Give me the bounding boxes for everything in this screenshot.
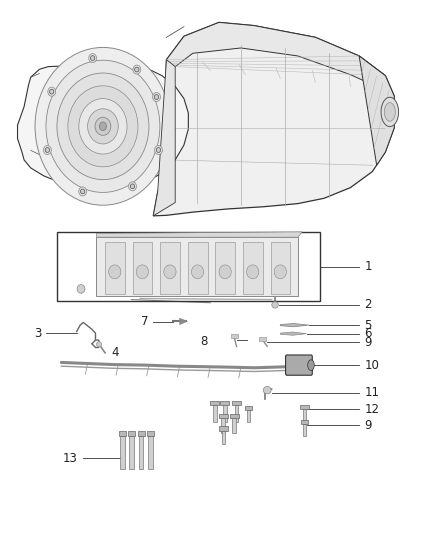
Text: 4: 4 bbox=[112, 346, 119, 359]
Text: 3: 3 bbox=[34, 327, 42, 340]
Polygon shape bbox=[153, 60, 175, 216]
Bar bbox=[105, 242, 125, 294]
Text: 8: 8 bbox=[201, 335, 208, 348]
Bar bbox=[232, 401, 241, 405]
Text: 12: 12 bbox=[364, 403, 379, 416]
Bar bbox=[271, 242, 290, 294]
Ellipse shape bbox=[96, 342, 102, 347]
Bar bbox=[231, 334, 238, 338]
Bar bbox=[247, 410, 251, 422]
Ellipse shape bbox=[43, 146, 51, 155]
Bar bbox=[129, 436, 134, 469]
Bar bbox=[222, 431, 225, 444]
Bar bbox=[139, 436, 143, 469]
Ellipse shape bbox=[88, 109, 118, 144]
Ellipse shape bbox=[156, 148, 161, 152]
Polygon shape bbox=[280, 332, 307, 335]
Bar bbox=[259, 337, 266, 341]
Bar bbox=[303, 424, 306, 436]
Ellipse shape bbox=[46, 60, 160, 192]
Bar bbox=[138, 431, 145, 436]
Bar bbox=[119, 431, 126, 436]
Bar bbox=[210, 401, 219, 405]
Bar bbox=[220, 401, 230, 405]
Bar bbox=[128, 431, 135, 436]
Ellipse shape bbox=[129, 182, 137, 191]
Bar bbox=[160, 242, 180, 294]
Bar bbox=[133, 242, 152, 294]
Bar bbox=[147, 431, 154, 436]
Ellipse shape bbox=[381, 97, 399, 127]
Ellipse shape bbox=[263, 386, 271, 394]
Ellipse shape bbox=[131, 184, 135, 189]
Ellipse shape bbox=[35, 47, 171, 205]
Bar bbox=[120, 436, 125, 469]
Ellipse shape bbox=[81, 189, 85, 194]
Ellipse shape bbox=[57, 73, 149, 180]
Ellipse shape bbox=[48, 87, 56, 96]
Text: 10: 10 bbox=[364, 359, 379, 372]
Bar bbox=[148, 436, 153, 469]
Ellipse shape bbox=[154, 95, 159, 100]
Ellipse shape bbox=[89, 53, 97, 62]
Text: 11: 11 bbox=[364, 386, 379, 399]
Text: 13: 13 bbox=[63, 452, 78, 465]
Text: 7: 7 bbox=[141, 315, 149, 328]
Polygon shape bbox=[96, 232, 302, 237]
Ellipse shape bbox=[155, 146, 162, 155]
Text: 1: 1 bbox=[364, 260, 372, 273]
Ellipse shape bbox=[136, 265, 148, 279]
Bar bbox=[219, 426, 228, 431]
Text: 9: 9 bbox=[364, 336, 372, 349]
Bar bbox=[243, 242, 263, 294]
Ellipse shape bbox=[152, 93, 160, 102]
Bar bbox=[188, 242, 208, 294]
Ellipse shape bbox=[49, 90, 54, 94]
Ellipse shape bbox=[307, 360, 314, 370]
Ellipse shape bbox=[99, 122, 106, 131]
Polygon shape bbox=[166, 22, 385, 91]
Ellipse shape bbox=[247, 265, 259, 279]
Bar bbox=[223, 405, 227, 422]
Ellipse shape bbox=[45, 148, 49, 152]
Polygon shape bbox=[153, 22, 394, 216]
Text: 2: 2 bbox=[364, 298, 372, 311]
Ellipse shape bbox=[133, 65, 141, 74]
Bar bbox=[233, 418, 237, 433]
Bar bbox=[222, 418, 226, 433]
Bar bbox=[230, 414, 239, 418]
Bar bbox=[235, 405, 239, 422]
Text: 9: 9 bbox=[364, 419, 372, 432]
Bar bbox=[215, 242, 235, 294]
Ellipse shape bbox=[219, 265, 231, 279]
Ellipse shape bbox=[77, 285, 85, 293]
Ellipse shape bbox=[79, 99, 127, 154]
Polygon shape bbox=[18, 63, 188, 188]
Ellipse shape bbox=[91, 55, 95, 60]
Ellipse shape bbox=[274, 265, 286, 279]
Ellipse shape bbox=[164, 265, 176, 279]
Polygon shape bbox=[359, 56, 394, 165]
Polygon shape bbox=[280, 324, 309, 327]
Bar bbox=[301, 420, 308, 424]
Ellipse shape bbox=[191, 265, 204, 279]
Text: 6: 6 bbox=[364, 327, 372, 340]
Bar bbox=[213, 405, 216, 422]
Ellipse shape bbox=[79, 187, 87, 196]
FancyBboxPatch shape bbox=[286, 355, 312, 375]
Ellipse shape bbox=[134, 67, 139, 72]
Ellipse shape bbox=[272, 302, 279, 308]
Ellipse shape bbox=[384, 102, 395, 122]
Ellipse shape bbox=[68, 86, 138, 167]
Bar bbox=[303, 409, 306, 424]
Bar bbox=[219, 414, 228, 418]
Ellipse shape bbox=[95, 117, 111, 135]
Bar bbox=[300, 405, 309, 409]
Ellipse shape bbox=[109, 265, 121, 279]
Polygon shape bbox=[180, 318, 187, 325]
Text: 5: 5 bbox=[364, 319, 372, 332]
Bar bbox=[245, 406, 252, 410]
Polygon shape bbox=[96, 237, 298, 296]
